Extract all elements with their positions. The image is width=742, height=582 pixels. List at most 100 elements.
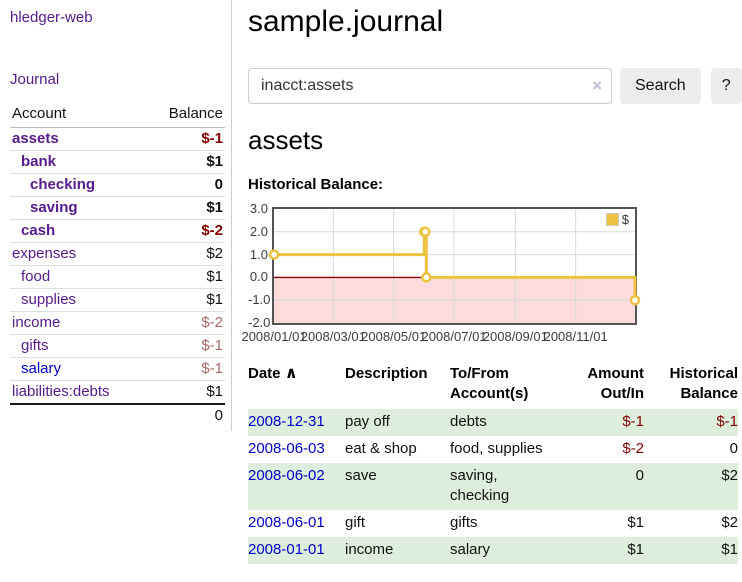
account-row: salary $-1 — [10, 357, 225, 381]
register-header-balance[interactable]: Historical Balance — [669, 365, 738, 402]
account-rows: assets $-1 bank $1 checking 0 saving $1 cash $-2 e… — [10, 127, 225, 404]
transaction-accounts: salary — [450, 541, 491, 558]
transaction-date-link[interactable]: 2008-06-03 — [248, 440, 325, 457]
sidebar-account-link[interactable]: food — [21, 268, 51, 285]
register-header-accounts[interactable]: To/From Account(s) — [450, 365, 529, 402]
account-row: income $-2 — [10, 311, 225, 335]
account-row: bank $1 — [10, 150, 225, 174]
transaction-date-link[interactable]: 2008-06-02 — [248, 467, 325, 484]
account-row: supplies $1 — [10, 288, 225, 312]
sidebar-account-link[interactable]: supplies — [21, 291, 77, 308]
register-header-description[interactable]: Description — [345, 365, 428, 382]
register-header-date[interactable]: Date ∧ — [248, 365, 298, 382]
account-row: food $1 — [10, 265, 225, 289]
sidebar-account-link[interactable]: assets — [12, 130, 59, 147]
transaction-accounts: food, supplies — [450, 440, 543, 457]
account-row: assets $-1 — [10, 127, 225, 151]
chart-legend: $ — [605, 212, 629, 227]
register-header-amount[interactable]: Amount Out/In — [587, 365, 644, 402]
table-row: 2008-01-01 income salary $1 $1 — [248, 537, 738, 564]
clear-search-icon[interactable]: × — [592, 76, 602, 95]
search-input[interactable] — [248, 68, 612, 104]
help-button[interactable]: ? — [710, 68, 742, 104]
account-row: cash $-2 — [10, 219, 225, 243]
accounts-header-balance: Balance — [168, 105, 223, 122]
transaction-amount: $-2 — [622, 440, 644, 457]
transaction-balance: $2 — [721, 514, 738, 531]
account-row: expenses $2 — [10, 242, 225, 266]
accounts-table: Account Balance assets $-1 bank $1 checking 0… — [10, 105, 225, 427]
transaction-date-link[interactable]: 2008-06-01 — [248, 514, 325, 531]
account-row: saving $1 — [10, 196, 225, 220]
sidebar-account-link[interactable]: saving — [30, 199, 78, 216]
account-row: liabilities:debts $1 — [10, 380, 225, 404]
transaction-balance: $1 — [721, 541, 738, 558]
y-axis-tick-label: 2.0 — [249, 223, 268, 239]
sidebar-account-link[interactable]: gifts — [21, 337, 49, 354]
transaction-date-link[interactable]: 2008-12-31 — [248, 413, 325, 430]
sidebar-account-link[interactable]: checking — [30, 176, 96, 193]
y-axis-tick-label: -1.0 — [248, 292, 271, 308]
account-row: gifts $-1 — [10, 334, 225, 358]
y-axis-tick-label: -2.0 — [248, 315, 271, 330]
sidebar-account-balance: 0 — [145, 173, 225, 197]
x-axis-tick-label: 2008/03/01 — [300, 329, 366, 344]
y-axis-tick-label: 3.0 — [249, 201, 268, 216]
transaction-description: eat & shop — [345, 440, 417, 457]
x-axis-tick-label: 2008/11/01 — [543, 329, 608, 344]
sidebar-item-journal[interactable]: Journal — [10, 71, 60, 88]
transaction-amount: $1 — [627, 541, 644, 558]
transaction-amount: 0 — [635, 467, 644, 484]
search-form: × Search ? — [248, 68, 742, 104]
app-brand-link[interactable]: hledger-web — [10, 9, 93, 26]
account-heading: assets — [248, 125, 324, 155]
sidebar-account-balance: $-2 — [145, 219, 225, 243]
transaction-accounts: debts — [450, 413, 487, 430]
transaction-balance: $-1 — [716, 413, 738, 430]
sort-asc-icon: ∧ — [284, 365, 298, 382]
historical-balance-chart: $ 3.0 2.0 1.0 0.0 -1.0 -2.0 2008/01/01 2008/03/… — [241, 197, 740, 347]
table-row: 2008-06-02 save saving, checking 0 $2 — [248, 463, 738, 510]
sidebar-account-balance: $1 — [145, 196, 225, 220]
sidebar-account-link[interactable]: bank — [21, 153, 57, 170]
sidebar-account-link[interactable]: expenses — [12, 245, 77, 262]
transaction-description: pay off — [345, 413, 390, 430]
transaction-description: gift — [345, 514, 366, 531]
transaction-description: income — [345, 541, 394, 558]
transaction-balance: $2 — [721, 467, 738, 484]
table-row: 2008-12-31 pay off debts $-1 $-1 — [248, 409, 738, 436]
sidebar-account-balance: $-1 — [145, 357, 225, 381]
sidebar-account-balance: $1 — [145, 288, 225, 312]
table-row: 2008-06-03 eat & shop food, supplies $-2 0 — [248, 436, 738, 463]
x-axis-tick-label: 2008/07/01 — [421, 329, 487, 344]
search-button[interactable]: Search — [620, 68, 701, 104]
sidebar-account-balance: $2 — [145, 242, 225, 266]
transaction-description: save — [345, 467, 377, 484]
register-rows: 2008-12-31 pay off debts $-1 $-1 2008-06-03 ea… — [248, 409, 738, 564]
sidebar-account-link[interactable]: salary — [21, 360, 62, 377]
sidebar: hledger-web Journal Account Balance asse… — [0, 0, 232, 431]
sidebar-account-balance: $-2 — [145, 311, 225, 335]
transaction-amount: $-1 — [622, 413, 644, 430]
sidebar-account-balance: $1 — [145, 380, 225, 404]
accounts-total-row: 0 — [10, 403, 225, 427]
accounts-total-value: 0 — [145, 403, 225, 427]
sidebar-account-link[interactable]: cash — [21, 222, 56, 239]
chart-canvas — [268, 209, 641, 323]
sidebar-account-balance: $1 — [145, 265, 225, 289]
account-row: checking 0 — [10, 173, 225, 197]
sidebar-account-balance: $-1 — [145, 127, 225, 151]
chart-title: Historical Balance: — [248, 176, 384, 193]
x-axis-tick-label: 2008/09/01 — [482, 329, 548, 344]
accounts-header-account: Account — [12, 105, 67, 122]
table-row: 2008-06-01 gift gifts $1 $2 — [248, 510, 738, 537]
sidebar-account-balance: $1 — [145, 150, 225, 174]
main-content: sample.journal × Search ? assets Histori… — [241, 0, 742, 564]
sidebar-account-link[interactable]: income — [12, 314, 61, 331]
transaction-accounts: gifts — [450, 514, 478, 531]
transaction-date-link[interactable]: 2008-01-01 — [248, 541, 325, 558]
register-table: Date ∧ Description To/From Account(s) Am… — [248, 364, 738, 564]
sidebar-account-link[interactable]: liabilities:debts — [12, 383, 110, 400]
y-axis-tick-label: 1.0 — [249, 246, 268, 262]
sidebar-account-balance: $-1 — [145, 334, 225, 358]
